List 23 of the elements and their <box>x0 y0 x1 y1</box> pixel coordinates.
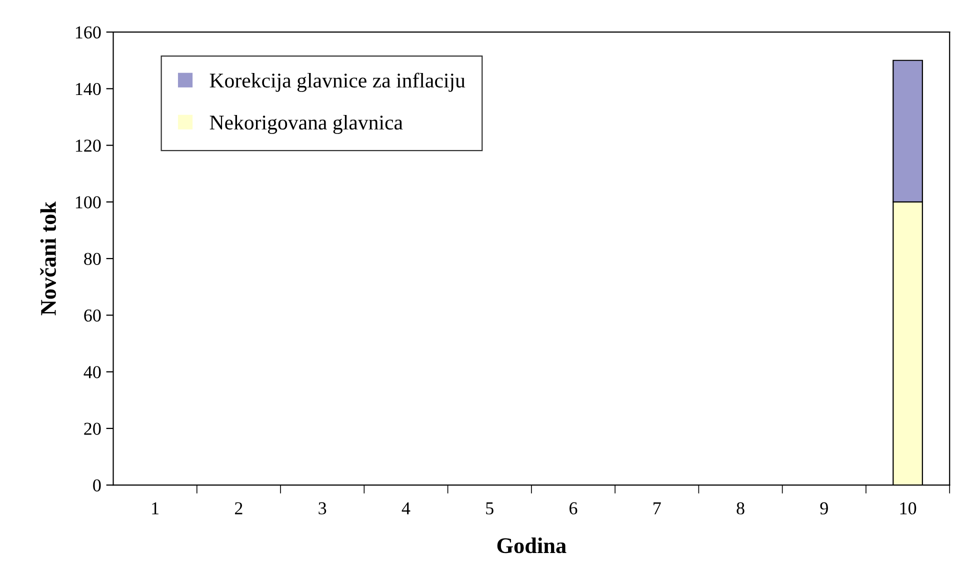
x-tick-label: 4 <box>402 502 410 514</box>
y-tick-label: 160 <box>76 26 101 39</box>
y-tick-label: 140 <box>76 82 101 96</box>
x-tick-label: 2 <box>234 502 242 514</box>
legend-label: Nekorigovana glavnica <box>210 114 403 134</box>
legend-label: Korekcija glavnice za inflaciju <box>210 72 466 92</box>
x-axis-title: Godina <box>497 538 566 554</box>
x-tick-label: 3 <box>318 502 326 514</box>
y-tick-label: 60 <box>84 309 101 322</box>
y-tick-label: 80 <box>84 252 101 266</box>
x-tick-label: 5 <box>486 502 494 514</box>
y-tick-label: 100 <box>76 196 101 208</box>
x-tick-label: 10 <box>900 502 916 514</box>
y-tick-label: 120 <box>76 140 101 152</box>
y-tick-label: 20 <box>84 422 101 435</box>
x-tick-label: 1 <box>152 502 159 514</box>
x-tick-label: 6 <box>570 502 578 514</box>
y-tick-label: 40 <box>84 366 101 378</box>
y-tick-label: 0 <box>93 479 101 492</box>
x-tick-label: 8 <box>736 502 744 514</box>
x-tick-label: 9 <box>820 502 828 514</box>
x-tick-label: 7 <box>654 502 661 514</box>
y-axis-title: Novčani tok <box>40 201 56 316</box>
